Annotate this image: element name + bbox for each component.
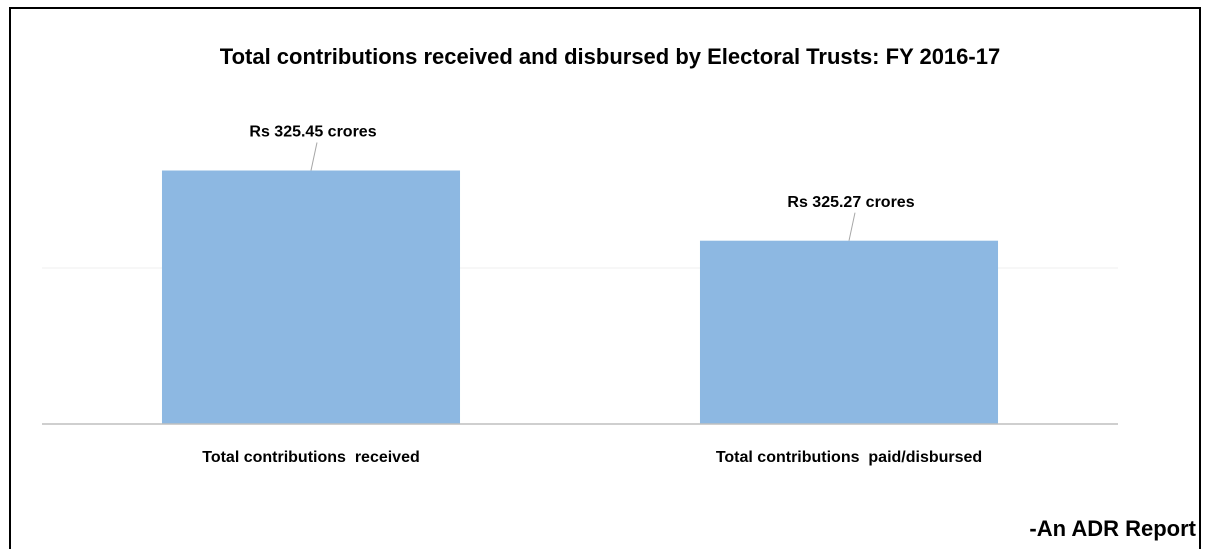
bar <box>161 170 461 424</box>
chart-title: Total contributions received and disburs… <box>220 44 1000 69</box>
leader-line <box>848 212 856 241</box>
annotation: -An ADR Report <box>1029 516 1196 541</box>
x-tick-label: Total contributions received <box>202 449 420 466</box>
bar <box>699 240 999 424</box>
leader-line <box>310 142 318 171</box>
value-label: Rs 325.45 crores <box>249 124 376 141</box>
x-tick-label: Total contributions paid/disbursed <box>716 449 982 466</box>
value-label: Rs 325.27 crores <box>787 194 914 211</box>
